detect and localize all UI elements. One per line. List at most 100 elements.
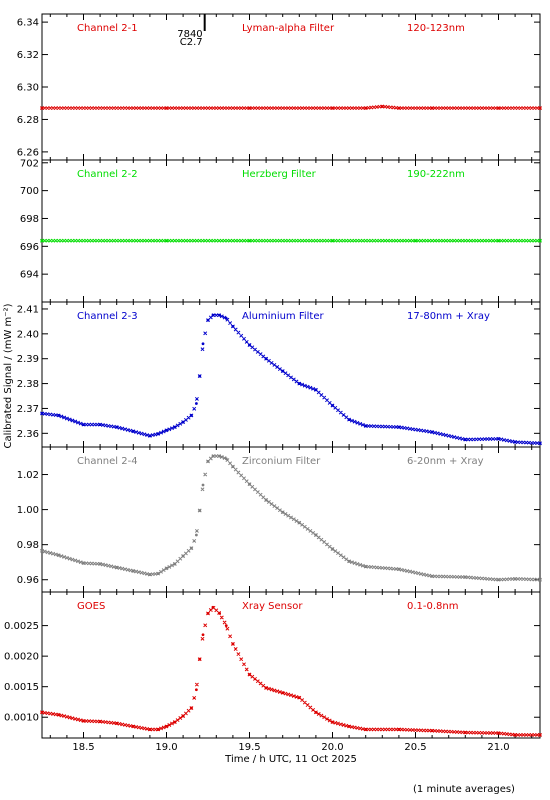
data-point [198,509,202,512]
data-point [264,498,268,502]
data-point [331,404,334,407]
data-point [173,425,177,429]
series-points [40,104,542,111]
band-label: 17-80nm + Xray [407,311,490,322]
data-point [281,510,285,514]
data-point [165,106,168,110]
data-point [297,382,301,385]
data-point [165,239,168,243]
data-point [190,546,193,550]
data-point [190,706,193,710]
data-point [40,710,44,714]
y-tick-label: 2.39 [17,354,39,365]
y-tick-label: 6.34 [17,18,39,29]
panel-4: 0.96 0.98 1.00 1.02 Channel 2-4 Zirconium Fil… [17,446,542,593]
data-point [57,553,60,557]
data-point [538,239,542,243]
data-point [165,566,168,570]
y-tick-label: 0.96 [17,575,39,586]
data-point [98,720,102,723]
data-point [297,696,301,700]
filter-label: Xray Sensor [242,601,303,612]
y-tick-label: 698 [20,214,39,225]
data-point [148,728,152,731]
band-label: 190-222nm [407,169,465,180]
data-point [314,710,318,714]
data-point [181,554,185,558]
data-point [463,438,467,441]
data-point [314,388,318,392]
data-point [173,720,177,724]
data-point [194,402,198,405]
data-point [201,342,205,346]
data-point [156,728,160,731]
data-point [148,573,152,576]
data-point [414,239,417,243]
data-point [181,420,185,424]
data-point [115,425,119,429]
channel-label: Channel 2-3 [77,311,138,322]
data-point [82,561,85,565]
series-points [40,313,542,446]
data-point [380,105,384,108]
data-point [347,559,351,563]
y-tick-label: 6.26 [17,147,39,158]
data-point [194,688,198,692]
data-point [513,577,517,581]
panel-frame [41,13,541,161]
data-point [331,547,334,551]
data-point [211,454,215,458]
data-point [224,624,228,627]
data-point [206,459,210,463]
data-point [364,106,368,110]
data-point [57,713,60,717]
y-tick-label: 702 [20,158,39,169]
data-point [148,434,152,438]
data-point [281,369,285,373]
x-tick-label: 21.0 [487,742,509,753]
data-point [497,731,500,735]
y-tick-label: 2.41 [17,304,39,315]
data-point [198,657,202,661]
data-point [201,483,205,487]
data-point [297,521,301,525]
data-point [430,574,434,578]
data-point [397,567,401,571]
filter-label: Aluminium Filter [242,311,325,322]
y-tick-label: 0.0010 [4,713,39,724]
filter-label: Herzberg Filter [242,169,317,180]
panel-5: 0.0010 0.0015 0.0020 0.0025 GOES Xray Sensor 0… [4,591,542,739]
data-point [98,562,102,566]
data-point [331,720,334,724]
data-point [538,578,542,582]
data-point [314,533,318,537]
data-point [165,428,168,432]
panel-frame [41,591,541,739]
data-point [264,686,268,690]
data-point [82,423,85,427]
y-tick-label: 0.0015 [4,682,39,693]
data-point [206,318,210,322]
data-point [201,633,205,637]
data-point [194,533,198,537]
data-point [115,566,119,569]
data-point [165,724,168,728]
y-tick-label: 1.02 [17,470,39,481]
data-point [218,611,222,615]
data-point [156,572,160,575]
band-label: 0.1-0.8nm [407,601,459,612]
y-tick-label: 0.0025 [4,621,39,632]
panel-1: 6.26 6.28 6.30 6.32 6.34 Channel 2-1 Lyman-alp… [17,13,542,161]
data-point [497,437,500,441]
x-axis-label: Time / h UTC, 11 Oct 2025 [224,754,357,765]
y-tick-label: 2.40 [17,329,39,340]
x-tick-label: 19.0 [155,742,177,753]
channel-label: GOES [77,601,105,612]
data-point [173,562,177,566]
data-point [198,374,202,378]
data-point [40,412,44,415]
data-point [131,724,135,728]
data-point [40,106,44,110]
data-point [497,578,500,582]
